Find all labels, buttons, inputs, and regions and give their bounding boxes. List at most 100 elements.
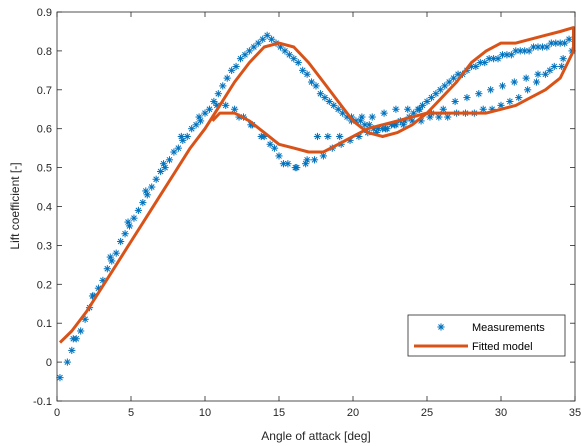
measurement-point bbox=[319, 152, 327, 160]
measurement-point bbox=[219, 82, 227, 90]
measurement-point bbox=[284, 160, 292, 168]
measurement-point bbox=[416, 105, 424, 113]
y-tick-label: 0.4 bbox=[37, 202, 52, 214]
measurement-point bbox=[312, 82, 320, 90]
plot-frame bbox=[56, 11, 576, 402]
y-tick-label: 0.2 bbox=[37, 279, 52, 291]
measurement-point bbox=[404, 105, 412, 113]
measurement-point bbox=[561, 39, 569, 47]
measurement-point bbox=[134, 206, 142, 214]
measurement-point bbox=[368, 113, 376, 121]
measurement-point bbox=[148, 183, 156, 191]
measurement-point bbox=[506, 97, 514, 106]
measurement-point bbox=[68, 346, 76, 355]
measurement-point bbox=[524, 86, 532, 94]
measurement-point bbox=[139, 199, 147, 207]
y-tick-label: 0 bbox=[46, 357, 52, 369]
legend-asterisk bbox=[437, 323, 445, 331]
measurement-point bbox=[294, 58, 302, 67]
measurement-point bbox=[106, 253, 114, 261]
measurement-point bbox=[558, 62, 566, 71]
x-tick-label: 30 bbox=[495, 407, 507, 419]
measurement-point bbox=[324, 132, 332, 141]
measurement-point bbox=[451, 97, 459, 106]
measurement-point bbox=[205, 105, 214, 113]
measurement-point bbox=[275, 152, 283, 160]
measurement-point bbox=[174, 144, 182, 152]
x-tick-label: 5 bbox=[128, 407, 134, 419]
measurement-point bbox=[291, 164, 299, 172]
x-tick-label: 0 bbox=[54, 407, 60, 419]
x-tick-label: 10 bbox=[199, 407, 211, 419]
measurement-point bbox=[532, 78, 541, 86]
measurement-point bbox=[223, 74, 231, 82]
legend-measurements-label: Measurements bbox=[472, 322, 545, 334]
measurement-point bbox=[546, 66, 554, 74]
y-tick-label: 0.3 bbox=[37, 240, 52, 252]
axis-ticks: 0 5 10 15 20 25 30 35-0.100.10.20.30.40.50.60.7… bbox=[33, 7, 581, 419]
y-tick-label: 0.8 bbox=[37, 46, 52, 58]
measurement-point bbox=[487, 86, 495, 94]
x-tick-label: 35 bbox=[569, 407, 581, 419]
measurement-point bbox=[195, 113, 203, 121]
measurement-point bbox=[538, 43, 547, 51]
measurement-point bbox=[270, 144, 279, 152]
measurement-point bbox=[124, 218, 132, 226]
measurement-point bbox=[214, 90, 222, 98]
measurement-point bbox=[303, 156, 311, 164]
measurement-point bbox=[516, 47, 524, 55]
measurement-point bbox=[142, 187, 150, 195]
measurement-point bbox=[112, 249, 120, 257]
measurement-point bbox=[534, 70, 542, 78]
measurement-point bbox=[281, 47, 289, 55]
measurement-point bbox=[450, 74, 458, 82]
legend-measurements-marker bbox=[437, 323, 445, 331]
measurement-point bbox=[232, 62, 240, 71]
measurement-point bbox=[475, 90, 483, 98]
measurement-point bbox=[279, 160, 288, 168]
measurement-point bbox=[358, 113, 366, 121]
x-tick-label: 15 bbox=[273, 407, 285, 419]
measurement-point bbox=[222, 101, 230, 109]
measurement-point bbox=[165, 156, 174, 164]
measurement-point bbox=[121, 230, 129, 238]
measurement-point bbox=[310, 156, 319, 164]
x-tick-label: 20 bbox=[347, 407, 359, 419]
y-tick-label: 0.5 bbox=[37, 163, 52, 175]
measurement-point bbox=[399, 121, 407, 129]
measurement-point bbox=[159, 160, 168, 168]
measurement-point bbox=[534, 43, 542, 51]
y-axis-label: Lift coefficient [-] bbox=[8, 162, 22, 249]
measurement-point bbox=[152, 175, 160, 183]
measurement-point bbox=[381, 125, 390, 133]
measurement-point bbox=[565, 35, 573, 43]
measurement-point bbox=[63, 358, 71, 366]
measurement-point bbox=[515, 93, 523, 102]
measurement-point bbox=[522, 74, 530, 82]
measurement-point bbox=[436, 86, 444, 94]
measurements-series bbox=[56, 31, 576, 382]
measurement-point bbox=[444, 113, 452, 121]
measurement-point bbox=[77, 327, 85, 335]
measurement-point bbox=[510, 78, 518, 86]
measurement-point bbox=[177, 132, 185, 141]
measurement-point bbox=[170, 148, 178, 156]
y-tick-label: 0.6 bbox=[37, 124, 52, 136]
measurement-point bbox=[498, 82, 507, 90]
measurement-point bbox=[380, 109, 388, 117]
measurement-point bbox=[290, 55, 298, 63]
x-axis-label: Angle of attack [deg] bbox=[261, 429, 370, 443]
measurement-point bbox=[392, 105, 400, 113]
y-tick-label: 0.9 bbox=[37, 7, 52, 19]
legend-box bbox=[407, 314, 566, 357]
measurement-point bbox=[117, 237, 125, 246]
x-tick-label: 25 bbox=[421, 407, 433, 419]
y-tick-label: 0.7 bbox=[37, 85, 52, 97]
measurement-point bbox=[130, 214, 138, 222]
y-tick-label: 0.1 bbox=[37, 318, 52, 330]
measurement-point bbox=[69, 335, 77, 343]
measurement-point bbox=[303, 70, 311, 78]
measurement-point bbox=[201, 109, 209, 117]
y-tick-label: -0.1 bbox=[33, 396, 52, 408]
